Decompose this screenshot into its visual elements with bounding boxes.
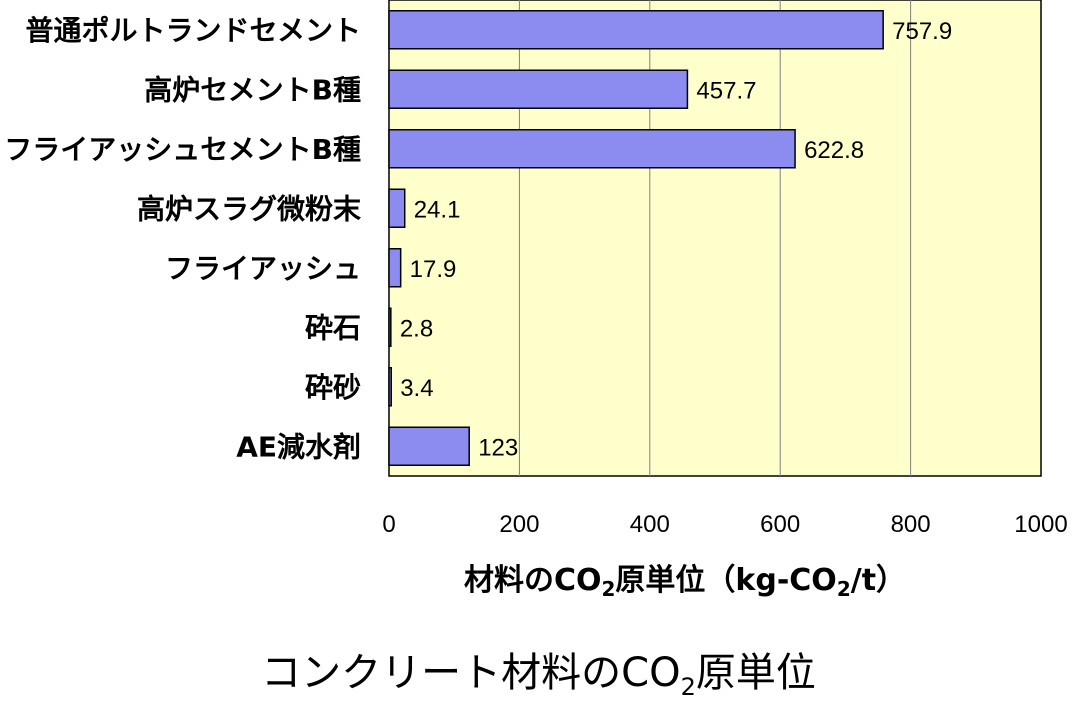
x-axis-title: 材料のCO2原単位（kg-CO2/t） <box>464 563 906 601</box>
x-tick-label: 600 <box>760 511 800 538</box>
bar <box>388 129 796 169</box>
bar <box>388 188 406 228</box>
category-label: 砕石 <box>305 311 361 344</box>
x-tick-label: 1000 <box>1014 511 1067 538</box>
bar <box>388 367 392 407</box>
x-tick-label: 800 <box>891 511 931 538</box>
x-tick-label: 200 <box>499 511 539 538</box>
data-label: 757.9 <box>892 18 952 45</box>
x-tick-label: 400 <box>630 511 670 538</box>
bar <box>388 69 689 109</box>
x-tick-labels: 0 200 400 600 800 1000 <box>382 511 1067 538</box>
bar <box>388 10 884 50</box>
data-labels: 757.9 457.7 622.8 24.1 17.9 2.8 3.4 123 <box>400 18 952 462</box>
data-label: 17.9 <box>410 256 457 283</box>
bar <box>388 248 402 288</box>
category-label: 普通ポルトランドセメント <box>26 14 361 47</box>
figure-caption: コンクリート材料のCO2原単位 <box>261 650 816 701</box>
category-label: 高炉セメントB種 <box>144 73 361 106</box>
bar <box>388 307 392 347</box>
category-label: フライアッシュセメントB種 <box>4 133 361 166</box>
category-labels: 普通ポルトランドセメント高炉セメントB種フライアッシュセメントB種高炉スラグ微粉… <box>4 14 361 464</box>
data-label: 24.1 <box>414 196 461 223</box>
data-label: 2.8 <box>400 315 433 342</box>
data-label: 457.7 <box>696 77 756 104</box>
category-label: AE減水剤 <box>236 430 361 463</box>
bars <box>388 10 884 466</box>
category-label: 砕砂 <box>305 371 361 404</box>
bar <box>388 426 470 466</box>
bar-chart: 普通ポルトランドセメント高炉セメントB種フライアッシュセメントB種高炉スラグ微粉… <box>4 0 1068 601</box>
category-label: 高炉スラグ微粉末 <box>137 192 361 225</box>
data-label: 622.8 <box>804 137 864 164</box>
category-label: フライアッシュ <box>165 252 361 285</box>
x-tick-label: 0 <box>382 511 395 538</box>
data-label: 123 <box>478 434 518 461</box>
data-label: 3.4 <box>400 375 433 402</box>
